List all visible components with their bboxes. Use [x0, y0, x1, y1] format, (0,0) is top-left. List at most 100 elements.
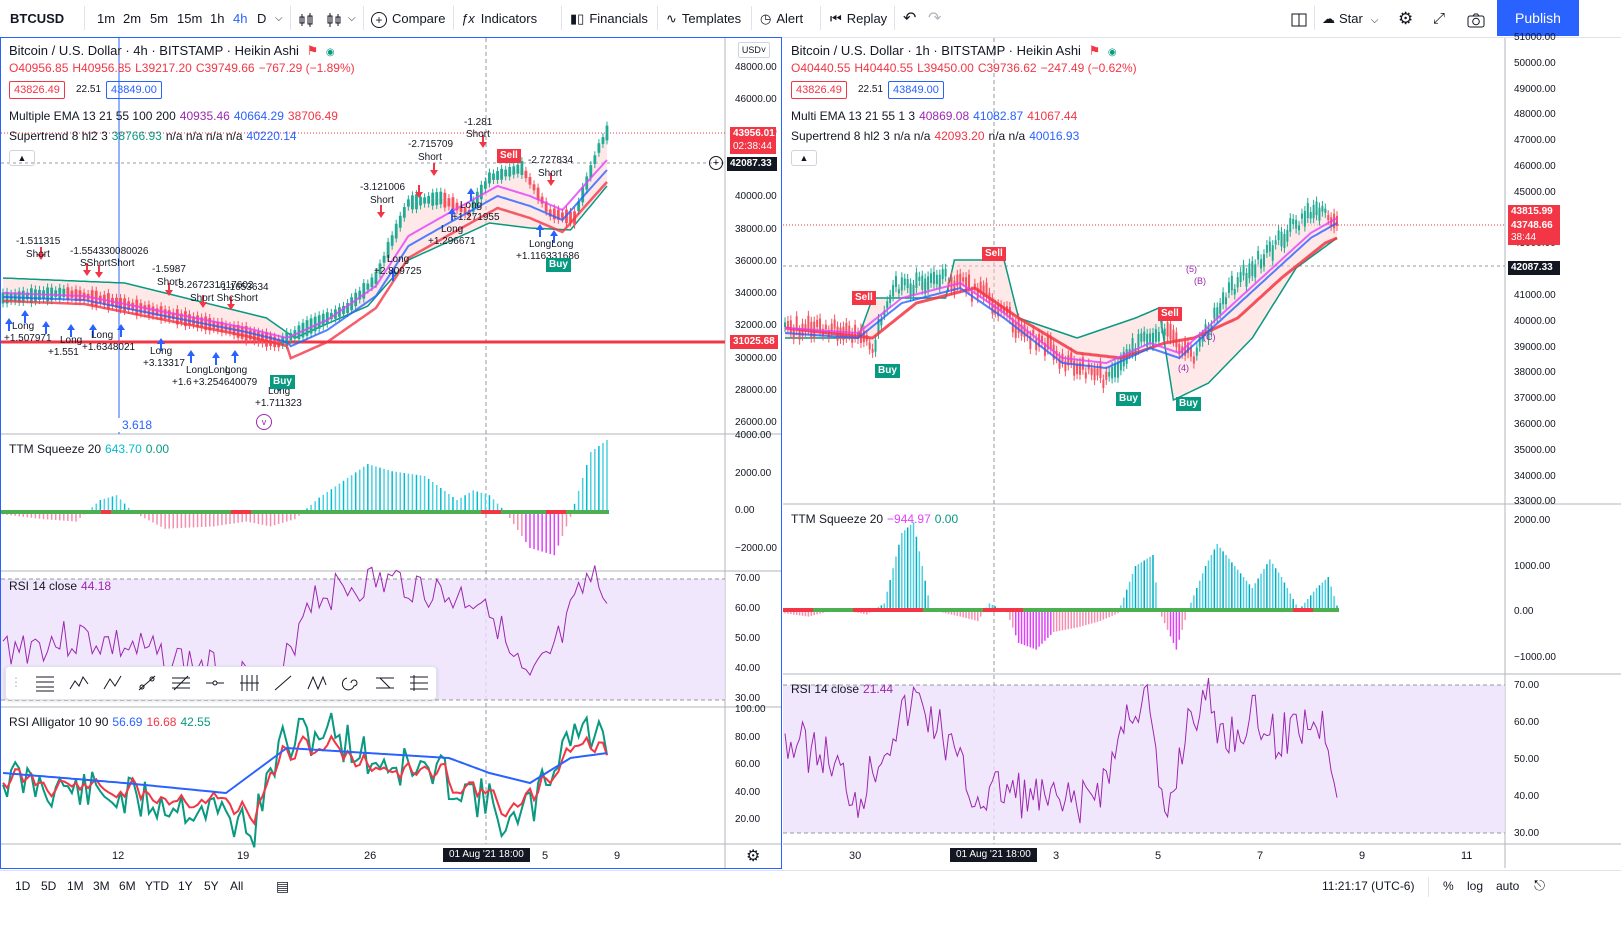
candle-body: [997, 304, 1000, 317]
interval-15m[interactable]: 15m: [177, 11, 203, 26]
replay-button[interactable]: ⏮ Replay: [830, 0, 887, 37]
candle-body: [1029, 335, 1032, 350]
range-1d[interactable]: 1D: [15, 879, 31, 893]
candle-body: [175, 309, 179, 325]
fib-spiral-icon[interactable]: [340, 673, 362, 693]
interval-1h[interactable]: 1h: [210, 11, 225, 26]
candle-body: [451, 197, 455, 212]
range-1y[interactable]: 1Y: [178, 879, 193, 893]
candle-body: [139, 303, 143, 314]
elliott-wave-icon[interactable]: [68, 673, 90, 693]
layout-name-button[interactable]: ☁ Star ⌵: [1322, 0, 1378, 37]
compare-button[interactable]: + Compare: [371, 0, 445, 37]
candle-body: [1213, 307, 1216, 319]
percent-toggle[interactable]: %: [1443, 879, 1454, 893]
ray-line-icon[interactable]: [272, 673, 294, 693]
replay-label: Replay: [846, 11, 888, 26]
date-range-icon[interactable]: ▤: [276, 878, 290, 894]
indicators-button[interactable]: ƒx Indicators: [461, 0, 537, 37]
trade-annotation: +1.507971: [4, 333, 52, 344]
sell-price-box[interactable]: 43826.49: [9, 81, 65, 99]
range-5y[interactable]: 5Y: [204, 879, 219, 893]
candle-body: [994, 304, 997, 313]
candle-body: [532, 184, 536, 191]
horizontal-ray-icon[interactable]: [204, 673, 226, 693]
range-ytd[interactable]: YTD: [145, 879, 169, 893]
flag-icon[interactable]: ⚑: [306, 43, 319, 58]
currency-select[interactable]: USD˅: [738, 42, 770, 58]
candle-body: [833, 319, 836, 329]
drag-handle-icon[interactable]: ⋮: [10, 675, 22, 689]
redo-icon[interactable]: ↷: [928, 10, 942, 27]
range-1m[interactable]: 1M: [67, 879, 84, 893]
abcd-pattern-icon[interactable]: [102, 673, 124, 693]
price-tick-label: 36000.00: [1514, 419, 1556, 430]
fullscreen-icon[interactable]: ⤢: [1433, 10, 1446, 27]
log-toggle[interactable]: log: [1467, 879, 1484, 893]
candle-body: [548, 209, 552, 217]
candle-body: [1187, 342, 1190, 354]
range-5d[interactable]: 5D: [41, 879, 57, 893]
templates-button[interactable]: ∿ Templates: [666, 0, 741, 37]
fib-retracement-icon[interactable]: [170, 673, 192, 693]
symbol-search[interactable]: BTCUSD: [10, 11, 65, 26]
publish-button[interactable]: Publish: [1497, 0, 1579, 36]
range-all[interactable]: All: [230, 879, 244, 893]
ema-v3: 38706.49: [287, 109, 338, 123]
ohlc-low: L39217.20: [135, 61, 192, 75]
trade-annotation: +1.6348021: [82, 342, 136, 353]
chevron-down-icon[interactable]: ⌵: [348, 13, 356, 24]
sell-price-box[interactable]: 43826.49: [791, 81, 847, 99]
chevron-down-icon[interactable]: ⌵: [275, 13, 283, 24]
gear-icon[interactable]: ⚙: [1398, 9, 1414, 28]
interval-5m[interactable]: 5m: [150, 11, 169, 26]
xabcd-pattern-icon[interactable]: [306, 673, 328, 693]
expand-icon[interactable]: ⎋: [1534, 877, 1546, 893]
interval-1m[interactable]: 1m: [97, 11, 116, 26]
supertrend-v1: 42093.20: [934, 129, 985, 143]
left-title-text: Bitcoin / U.S. Dollar · 4h · BITSTAMP · …: [9, 43, 299, 58]
vertical-lines-icon[interactable]: [238, 673, 260, 693]
interval-d[interactable]: D: [257, 11, 267, 26]
camera-icon[interactable]: [1466, 0, 1486, 37]
chart-settings-gear-icon[interactable]: ⚙: [746, 848, 761, 865]
financials-label: Financials: [589, 11, 648, 26]
bar-style-icon[interactable]: [298, 0, 316, 37]
financials-button[interactable]: ▮▯ Financials: [570, 0, 648, 37]
right-chart-canvas[interactable]: [783, 38, 1621, 868]
collapse-legend-icon[interactable]: ▲: [9, 150, 35, 166]
clock-time[interactable]: 11:21:17 (UTC-6): [1322, 879, 1415, 893]
candle-body: [528, 177, 532, 185]
alert-button[interactable]: ◷ Alert: [760, 0, 803, 37]
undo-icon[interactable]: ↶: [903, 10, 917, 27]
candle-body: [968, 274, 970, 290]
trend-line-icon[interactable]: [136, 673, 158, 693]
collapse-legend-icon[interactable]: ▲: [791, 150, 817, 166]
trade-annotation: LongLong: [186, 365, 231, 376]
add-alert-plus-icon[interactable]: +: [709, 156, 723, 170]
flag-icon[interactable]: ⚑: [1088, 43, 1101, 58]
chart-type-icon[interactable]: [325, 0, 343, 37]
candle-body: [34, 289, 37, 302]
left-chart-pane[interactable]: [0, 37, 782, 869]
price-tick-label: 34000.00: [1514, 470, 1556, 482]
trade-annotation: -1.281: [464, 117, 493, 128]
price-tick-label: 46000.00: [735, 94, 777, 106]
candle-body: [819, 318, 822, 332]
horizontal-lines-icon[interactable]: [34, 673, 56, 693]
candle-body: [1169, 323, 1172, 340]
pitchfork-icon[interactable]: [408, 673, 430, 693]
auto-toggle[interactable]: auto: [1496, 879, 1520, 893]
parallel-channel-icon[interactable]: [374, 673, 396, 693]
left-chart-canvas[interactable]: [1, 38, 781, 868]
event-marker-icon[interactable]: v: [256, 414, 272, 430]
range-3m[interactable]: 3M: [93, 879, 110, 893]
buy-price-box[interactable]: 43849.00: [888, 81, 944, 99]
candle-body: [269, 335, 272, 346]
range-6m[interactable]: 6M: [119, 879, 136, 893]
interval-2m[interactable]: 2m: [123, 11, 142, 26]
buy-price-box[interactable]: 43849.00: [106, 81, 162, 99]
price-tick-label: −2000.00: [735, 542, 777, 554]
layout-select-icon[interactable]: [1290, 0, 1308, 37]
interval-4h[interactable]: 4h: [233, 11, 248, 26]
